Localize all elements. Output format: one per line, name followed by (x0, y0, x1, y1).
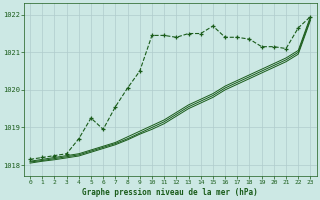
X-axis label: Graphe pression niveau de la mer (hPa): Graphe pression niveau de la mer (hPa) (82, 188, 258, 197)
